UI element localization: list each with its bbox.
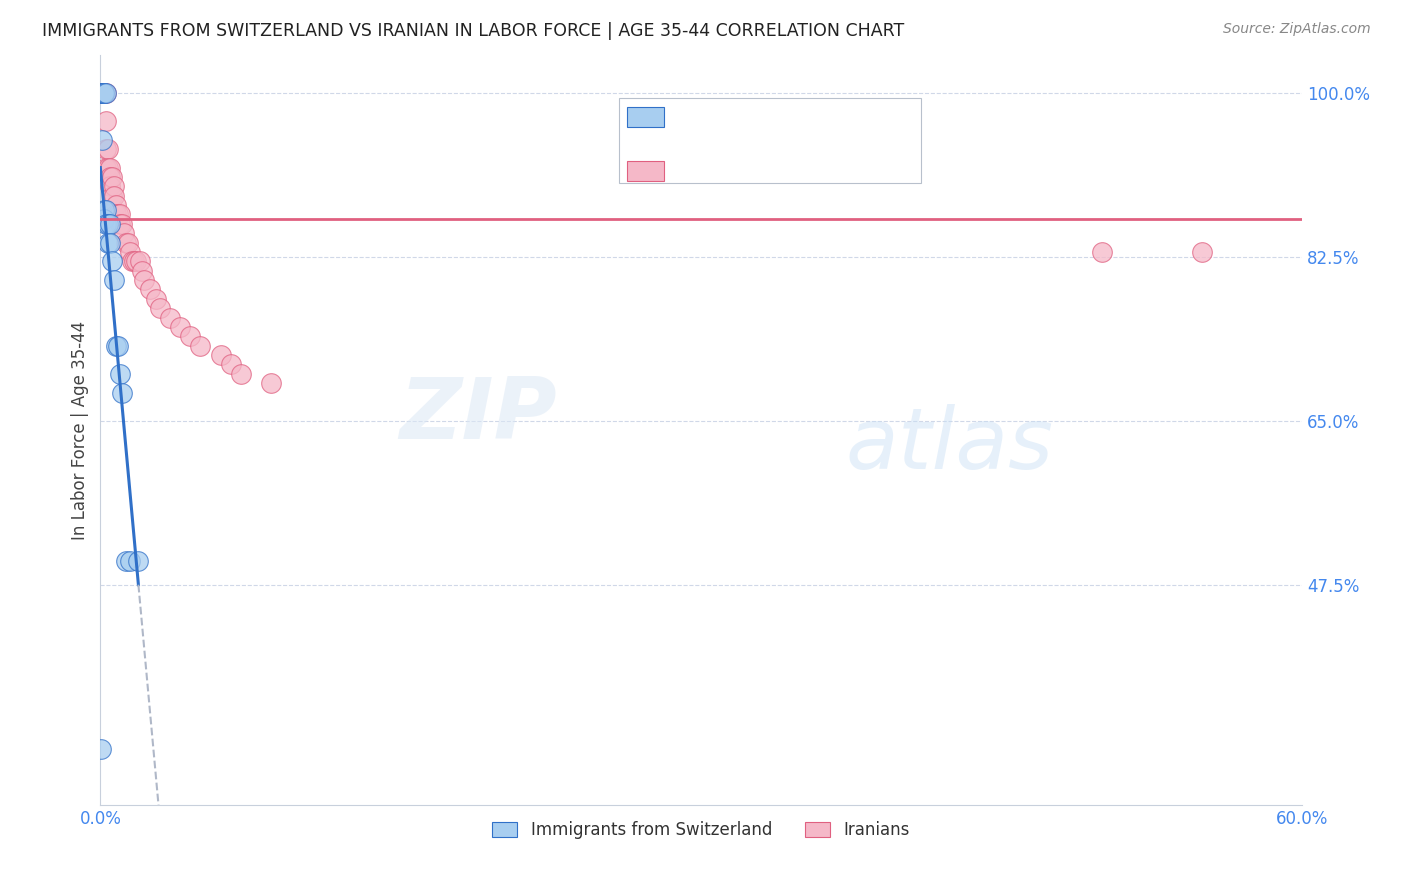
Point [98, 235, 121, 250]
Point [110, 217, 132, 231]
Point [120, 554, 142, 568]
Point [111, 385, 134, 400]
Point [103, 179, 125, 194]
Point [96, 86, 118, 100]
Text: N =: N = [801, 114, 838, 132]
Text: ZIP: ZIP [399, 374, 557, 457]
Text: -0.396: -0.396 [721, 114, 783, 132]
Point [96, 217, 118, 231]
Point [105, 207, 128, 221]
Point [219, 358, 242, 372]
Text: 52: 52 [846, 169, 870, 186]
Point [103, 273, 125, 287]
Point [96, 86, 118, 100]
Point [96, 161, 118, 175]
Point [97, 161, 120, 175]
Point [124, 254, 146, 268]
Point [159, 310, 181, 325]
Point [105, 339, 128, 353]
Point [127, 554, 149, 568]
Point [93, 86, 115, 100]
Point [91, 86, 114, 100]
Point [96, 142, 118, 156]
Point [98, 179, 121, 194]
Point [115, 554, 138, 568]
Point [93, 86, 115, 100]
Point [93, 86, 115, 100]
Y-axis label: In Labor Force | Age 35-44: In Labor Force | Age 35-44 [72, 320, 89, 540]
Point [98, 169, 121, 184]
Point [1091, 244, 1114, 259]
Point [98, 161, 121, 175]
Point [1191, 244, 1213, 259]
Point [93, 86, 115, 100]
Text: R =: R = [669, 169, 706, 186]
Point [90, 86, 112, 100]
Point [97, 235, 120, 250]
Point [134, 273, 156, 287]
Point [105, 198, 128, 212]
Point [112, 226, 135, 240]
Text: IMMIGRANTS FROM SWITZERLAND VS IRANIAN IN LABOR FORCE | AGE 35-44 CORRELATION CH: IMMIGRANTS FROM SWITZERLAND VS IRANIAN I… [42, 22, 904, 40]
Point [93, 212, 115, 227]
Point [129, 254, 152, 268]
Point [110, 207, 132, 221]
Point [111, 217, 134, 231]
Point [93, 86, 115, 100]
Point [91, 86, 114, 100]
Point [91, 86, 114, 100]
Point [97, 217, 120, 231]
Point [209, 348, 232, 362]
Point [101, 169, 124, 184]
Text: -0.000: -0.000 [721, 169, 783, 186]
Point [90, 741, 112, 756]
Point [93, 202, 115, 217]
Point [96, 202, 118, 217]
Point [91, 86, 114, 100]
Point [110, 367, 132, 381]
Point [91, 86, 114, 100]
Point [91, 86, 114, 100]
Point [107, 339, 129, 353]
Legend: Immigrants from Switzerland, Iranians: Immigrants from Switzerland, Iranians [485, 814, 917, 846]
Point [139, 283, 162, 297]
Point [107, 207, 129, 221]
Point [96, 113, 118, 128]
Point [145, 292, 167, 306]
Point [117, 235, 139, 250]
Point [103, 188, 125, 202]
Text: 26: 26 [846, 114, 870, 132]
Point [190, 339, 212, 353]
Text: atlas: atlas [845, 403, 1053, 486]
Point [120, 244, 142, 259]
Point [98, 217, 121, 231]
Point [149, 301, 172, 316]
Point [121, 254, 143, 268]
Point [93, 86, 115, 100]
Point [169, 320, 191, 334]
Point [93, 86, 115, 100]
Text: Source: ZipAtlas.com: Source: ZipAtlas.com [1223, 22, 1371, 37]
Point [101, 254, 124, 268]
Point [131, 264, 153, 278]
Point [115, 235, 138, 250]
Point [101, 188, 124, 202]
Text: N =: N = [801, 169, 838, 186]
Point [125, 254, 148, 268]
Point [91, 132, 114, 146]
Point [93, 86, 115, 100]
Point [97, 142, 120, 156]
Point [90, 86, 112, 100]
Text: R =: R = [669, 114, 706, 132]
Point [259, 376, 281, 391]
Point [179, 329, 201, 343]
Point [229, 367, 252, 381]
